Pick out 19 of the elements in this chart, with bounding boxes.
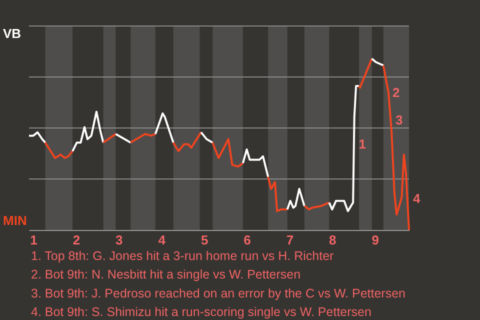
text: MIN	[3, 213, 27, 228]
x-tick-label: 8	[329, 232, 336, 248]
x-tick-label: 3	[116, 232, 123, 248]
x-tick-label: 4	[158, 232, 166, 248]
text: 2. Bot 9th: N. Nesbitt hit a single vs W. Pettersen	[31, 268, 301, 282]
x-tick-label: 7	[286, 232, 294, 248]
annotation: 4	[413, 191, 421, 206]
text: 1. Top 8th: G. Jones hit a 3-run home run vs H. Richter	[31, 249, 334, 263]
x-tick-label: 6	[244, 232, 251, 248]
x-tick-label: 9	[372, 232, 379, 248]
annotation: 3	[395, 112, 403, 128]
annotation: 2	[392, 84, 400, 100]
text: 3. Bot 9th: J. Pedroso reached on an error by the C vs W. Pettersen	[31, 286, 406, 300]
annotation: 1	[358, 136, 366, 152]
text: 4. Bot 9th: S. Shimizu hit a run-scoring single vs W. Pettersen	[31, 305, 372, 320]
x-tick-label: 1	[30, 232, 38, 248]
x-tick-label: 5	[200, 232, 208, 248]
x-tick-label: 2	[72, 232, 80, 248]
text: VB	[3, 26, 22, 41]
